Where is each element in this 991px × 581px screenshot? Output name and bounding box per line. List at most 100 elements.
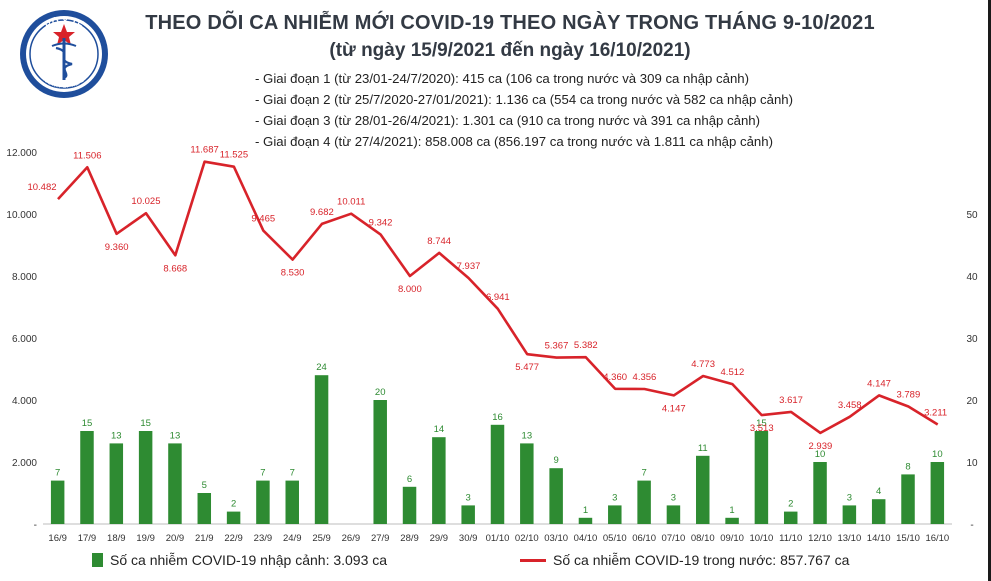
bar-import-cases [490, 424, 505, 524]
phase-summary-item: - Giai đoạn 1 (từ 23/01-24/7/2020): 415 … [255, 71, 750, 86]
line-data-label: 3.458 [838, 400, 862, 411]
line-data-label: 4.773 [691, 359, 715, 370]
bar-import-cases [138, 431, 153, 524]
bar-data-label: 3 [612, 492, 617, 503]
y-right-tick-label: 50 [966, 210, 978, 221]
bar-data-label: 3 [466, 492, 471, 503]
x-tick-label: 08/10 [691, 533, 715, 544]
ministry-of-health-logo: BỘ Y TẾ MINISTRY OF HEALTH [20, 10, 108, 98]
chart-legend: Số ca nhiễm COVID-19 nhập cảnh: 3.093 ca… [0, 550, 991, 578]
bar-data-label: 24 [316, 362, 327, 373]
line-data-label: 6.941 [486, 292, 510, 303]
x-tick-label: 09/10 [720, 533, 744, 544]
y-right-tick-label: 40 [966, 272, 978, 283]
bar-import-cases [256, 480, 270, 524]
frame-border [988, 0, 991, 581]
x-tick-label: 16/9 [48, 533, 67, 544]
line-data-label: 5.382 [574, 340, 598, 351]
x-tick-label: 04/10 [574, 533, 598, 544]
line-data-label: 7.937 [457, 261, 481, 272]
bar-data-label: 9 [553, 455, 558, 466]
y-left-tick-label: 6.000 [12, 334, 37, 345]
y-left-tick-label: 12.000 [6, 148, 37, 159]
bar-import-cases [168, 443, 182, 524]
line-data-label: 5.367 [545, 341, 569, 352]
y-right-tick-label: - [970, 520, 973, 531]
line-data-label: 10.025 [131, 196, 160, 207]
bar-import-cases [432, 437, 446, 524]
line-data-label: 2.939 [808, 441, 832, 452]
phase-summary-item: - Giai đoạn 2 (từ 25/7/2020-27/01/2021):… [255, 92, 794, 107]
chart-title: THEO DÕI CA NHIỄM MỚI COVID-19 THEO NGÀY… [145, 12, 875, 34]
x-tick-label: 27/9 [371, 533, 390, 544]
bar-data-label: 13 [522, 430, 533, 441]
line-data-label: 4.512 [721, 367, 745, 378]
x-tick-label: 21/9 [195, 533, 214, 544]
x-tick-label: 29/9 [430, 533, 449, 544]
line-data-label: 3.617 [779, 395, 803, 406]
bar-import-cases [754, 431, 769, 524]
phase-summary-item: - Giai đoạn 4 (từ 27/4/2021): 858.008 ca… [255, 134, 773, 149]
bar-data-label: 7 [55, 468, 60, 479]
bar-import-cases [109, 443, 124, 524]
y-left-tick-label: 2.000 [12, 458, 37, 469]
bar-data-label: 7 [290, 468, 295, 479]
x-tick-label: 10/10 [750, 533, 774, 544]
x-tick-label: 30/9 [459, 533, 478, 544]
bar-data-label: 8 [905, 461, 910, 472]
x-tick-label: 15/10 [896, 533, 920, 544]
x-tick-label: 14/10 [867, 533, 891, 544]
line-data-label: 4.356 [633, 372, 657, 383]
x-tick-label: 11/10 [779, 533, 802, 544]
bar-import-cases [608, 505, 622, 524]
bar-import-cases [402, 486, 417, 524]
line-data-label: 3.789 [896, 390, 920, 401]
line-data-label: 9.360 [105, 242, 129, 253]
legend-label-bar: Số ca nhiễm COVID-19 nhập cảnh: 3.093 ca [110, 552, 388, 568]
bar-import-cases [226, 511, 241, 524]
bar-data-label: 1 [729, 505, 734, 516]
bar-data-label: 15 [756, 418, 767, 429]
line-data-label: 4.360 [603, 372, 627, 383]
x-tick-label: 03/10 [544, 533, 568, 544]
svg-text:BỘ Y TẾ: BỘ Y TẾ [43, 15, 84, 30]
chart-subtitle: (từ ngày 15/9/2021 đến ngày 16/10/2021) [329, 40, 691, 61]
x-tick-label: 02/10 [515, 533, 539, 544]
legend-swatch-bar [92, 553, 103, 567]
x-tick-label: 26/9 [342, 533, 361, 544]
bar-data-label: 10 [815, 449, 826, 460]
bar-import-cases [520, 443, 534, 524]
line-data-label: 9.342 [369, 217, 393, 228]
x-tick-label: 23/9 [254, 533, 273, 544]
x-tick-label: 18/9 [107, 533, 126, 544]
y-left-tick-label: - [34, 520, 37, 531]
line-data-label: 4.147 [867, 378, 891, 389]
bar-import-cases [197, 493, 212, 524]
y-right-tick-label: 20 [966, 396, 978, 407]
bar-import-cases [783, 511, 798, 524]
x-tick-label: 28/9 [400, 533, 419, 544]
bar-import-cases [930, 462, 945, 524]
legend-swatch-line [520, 558, 546, 562]
bar-data-label: 14 [434, 424, 445, 435]
bar-data-label: 16 [492, 412, 503, 423]
bar-data-label: 1 [583, 505, 588, 516]
line-data-label: 3.211 [924, 407, 947, 418]
line-data-label: 10.482 [27, 182, 56, 193]
legend-item-line: Số ca nhiễm COVID-19 trong nước: 857.767… [520, 552, 849, 568]
bar-import-cases [725, 517, 739, 524]
x-tick-label: 20/9 [166, 533, 185, 544]
x-tick-label: 07/10 [662, 533, 686, 544]
bar-data-label: 13 [111, 430, 122, 441]
bar-import-cases [578, 517, 593, 524]
line-data-label: 8.668 [163, 263, 187, 274]
line-data-label: 9.682 [310, 207, 334, 218]
legend-item-bar: Số ca nhiễm COVID-19 nhập cảnh: 3.093 ca [92, 552, 387, 568]
bar-import-cases [80, 431, 94, 524]
x-tick-label: 19/9 [136, 533, 155, 544]
bar-data-label: 20 [375, 387, 386, 398]
line-data-label: 4.147 [662, 403, 686, 414]
x-tick-label: 17/9 [78, 533, 97, 544]
